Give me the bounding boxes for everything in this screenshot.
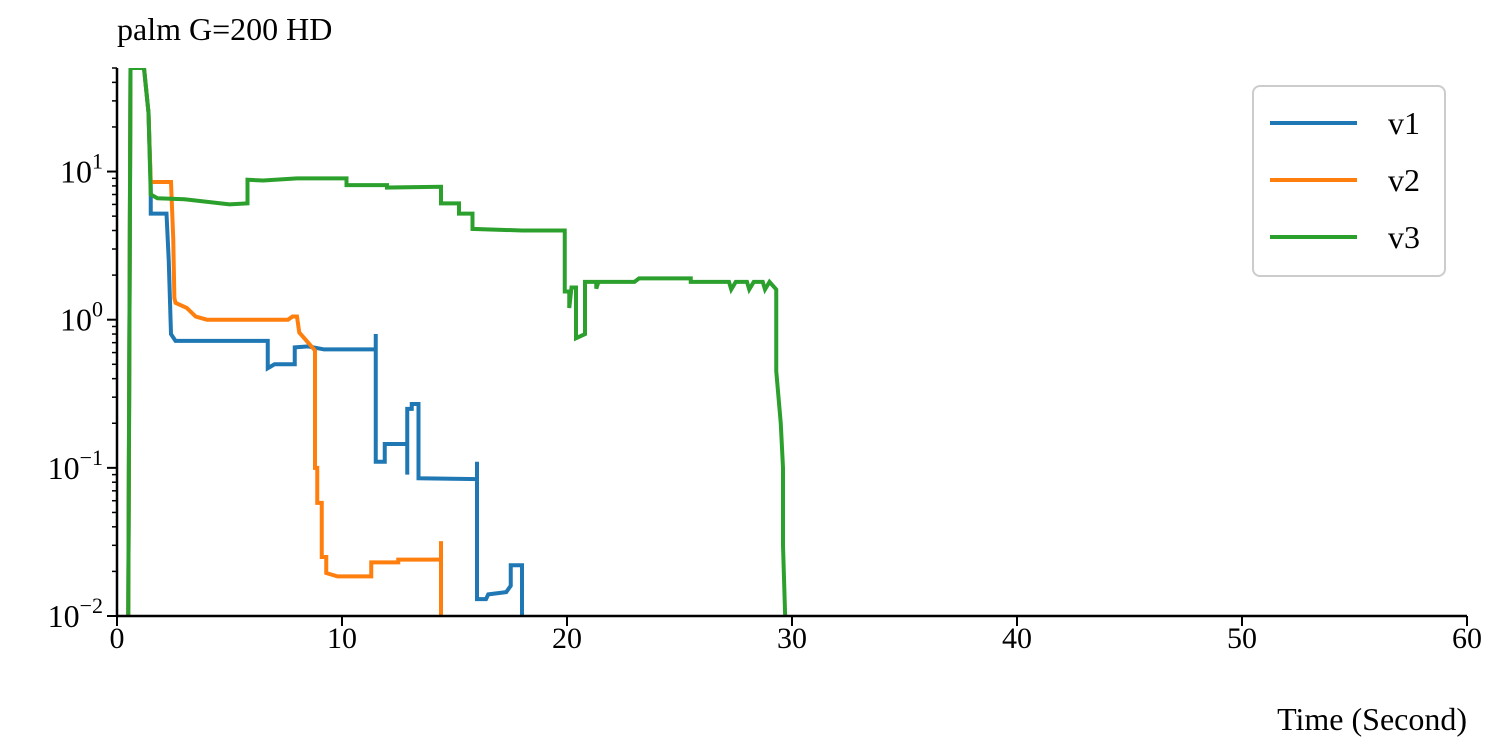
series-line-v2 <box>126 68 443 616</box>
legend-label-v3: v3 <box>1388 219 1420 255</box>
x-tick-label: 50 <box>1227 622 1257 655</box>
x-axis-ticks: 0 10 20 30 40 50 60 <box>110 616 1482 655</box>
y-tick-label: 10−1 <box>48 445 103 486</box>
x-tick-label: 0 <box>110 622 125 655</box>
x-tick-label: 40 <box>1002 622 1032 655</box>
legend: v1 v2 v3 <box>1252 85 1446 277</box>
chart-title: palm G=200 HD <box>117 11 332 47</box>
y-tick-label: 100 <box>60 297 103 338</box>
x-tick-label: 60 <box>1452 622 1482 655</box>
legend-label-v2: v2 <box>1388 162 1420 198</box>
x-tick-label: 30 <box>777 622 807 655</box>
y-tick-label: 101 <box>60 149 103 190</box>
y-axis-ticks: 101 100 10−1 10−2 <box>48 67 117 634</box>
x-axis-label: Time (Second) <box>1277 701 1467 737</box>
y-tick-label: 10−2 <box>48 593 103 634</box>
series-line-v3 <box>126 68 788 616</box>
series-line-v1 <box>126 68 524 616</box>
x-tick-label: 10 <box>327 622 357 655</box>
legend-label-v1: v1 <box>1388 105 1420 141</box>
x-tick-label: 20 <box>552 622 582 655</box>
